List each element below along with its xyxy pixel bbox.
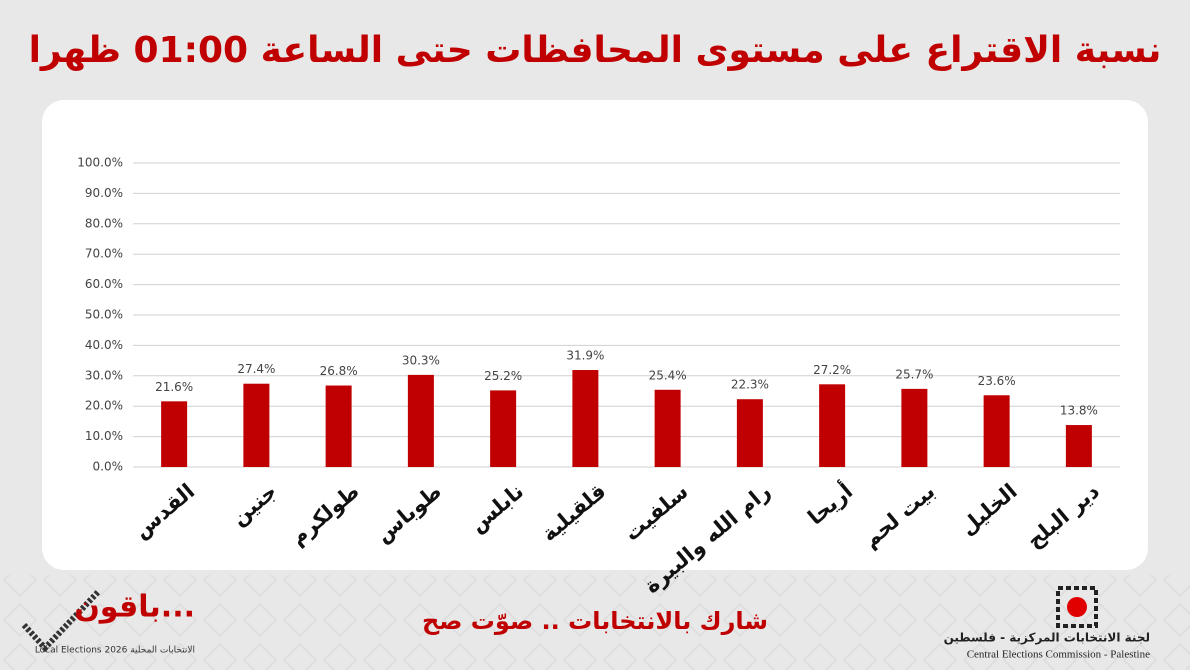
y-tick-label: 70.0% — [85, 247, 123, 261]
slogan: شارك بالانتخابات .. صوّت صح — [422, 607, 768, 635]
org-en: Central Elections Commission - Palestine — [967, 649, 1150, 661]
bar — [490, 390, 517, 467]
value-label: 25.2% — [484, 369, 522, 383]
y-tick-label: 80.0% — [85, 216, 123, 230]
bar — [983, 395, 1010, 467]
bar — [243, 383, 270, 467]
bar — [819, 384, 846, 467]
bar — [654, 389, 681, 467]
pattern — [0, 575, 1190, 670]
bar — [161, 401, 188, 467]
value-label: 22.3% — [731, 378, 769, 392]
value-label: 30.3% — [402, 353, 440, 367]
bar — [572, 370, 599, 467]
value-label: 25.4% — [649, 368, 687, 382]
chart-title: نسبة الاقتراع على مستوى المحافظات حتى ال… — [29, 30, 1162, 71]
y-tick-label: 30.0% — [85, 368, 123, 382]
y-tick-label: 90.0% — [85, 186, 123, 200]
value-label: 21.6% — [155, 380, 193, 394]
y-tick-label: 10.0% — [85, 429, 123, 443]
logo-check — [21, 589, 101, 653]
y-tick-label: 50.0% — [85, 308, 123, 322]
y-tick-label: 0.0% — [93, 460, 124, 474]
bar — [1065, 425, 1092, 467]
bar — [736, 399, 763, 467]
campaign-sub: Local Elections 2026 الانتخابات المحلية — [35, 646, 195, 656]
org-logo — [1056, 586, 1098, 628]
value-label: 31.9% — [566, 349, 604, 363]
y-tick-label: 60.0% — [85, 277, 123, 291]
org-ar: لجنة الانتخابات المركزية - فلسطين — [944, 631, 1150, 645]
value-label: 27.4% — [237, 362, 275, 376]
bar — [901, 388, 928, 467]
bar — [407, 374, 434, 467]
value-label: 25.7% — [895, 367, 933, 381]
value-label: 13.8% — [1060, 404, 1098, 418]
value-label: 26.8% — [320, 364, 358, 378]
campaign: باقون... — [74, 590, 195, 625]
value-label: 23.6% — [978, 374, 1016, 388]
y-tick-label: 100.0% — [77, 156, 123, 170]
plot-panel — [42, 100, 1148, 570]
bar — [325, 385, 352, 467]
y-tick-label: 40.0% — [85, 338, 123, 352]
y-tick-label: 20.0% — [85, 399, 123, 413]
value-label: 27.2% — [813, 363, 851, 377]
